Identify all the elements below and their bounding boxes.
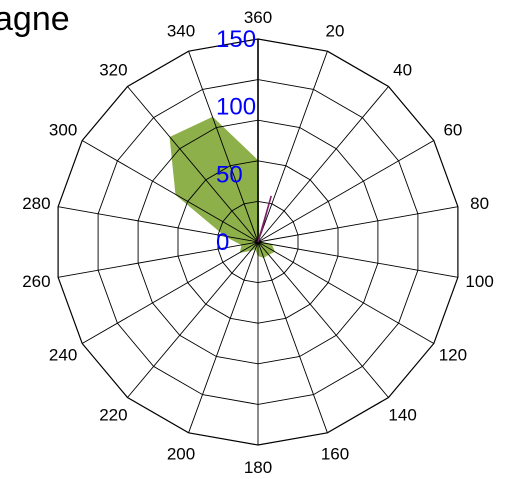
angle-tick-label: 60 — [443, 121, 462, 140]
grid-spoke — [188, 51, 259, 243]
chart-title: agne — [0, 0, 70, 38]
grid-spoke — [257, 241, 435, 344]
angle-tick-label: 300 — [49, 121, 77, 140]
radial-tick-label: 100 — [216, 94, 256, 121]
angle-tick-label: 180 — [244, 458, 272, 477]
angle-tick-label: 340 — [167, 22, 195, 41]
grid-spoke — [257, 51, 328, 243]
grid-spoke — [58, 206, 259, 243]
radial-tick-label: 150 — [216, 26, 256, 53]
angle-tick-label: 240 — [49, 346, 77, 365]
grid-spoke — [127, 241, 259, 398]
polar-grid — [57, 38, 459, 446]
angle-tick-label: 320 — [99, 61, 127, 80]
angle-tick-label: 40 — [393, 61, 412, 80]
grid-spoke — [127, 86, 259, 243]
series-trace — [257, 195, 272, 243]
grid-spoke — [257, 140, 435, 243]
angle-tick-label: 360 — [244, 8, 272, 27]
grid-spoke — [257, 241, 328, 433]
angle-tick-label: 260 — [22, 272, 50, 291]
angle-tick-label: 120 — [439, 346, 467, 365]
grid-spoke — [81, 140, 259, 243]
radial-tick-label: 0 — [216, 229, 229, 256]
angle-tick-label: 220 — [99, 405, 127, 424]
grid-spoke — [257, 241, 458, 278]
angle-tick-label: 80 — [470, 194, 489, 213]
grid-spoke — [188, 241, 259, 433]
angle-tick-label: 160 — [321, 444, 349, 463]
angle-tick-label: 20 — [326, 22, 345, 41]
angle-tick-label: 200 — [167, 444, 195, 463]
grid-spoke — [257, 86, 389, 243]
angle-tick-label: 280 — [22, 194, 50, 213]
grid-spoke — [81, 241, 259, 344]
angle-tick-label: 140 — [388, 405, 416, 424]
radial-tick-label: 50 — [216, 161, 243, 188]
series-trace-line — [260, 195, 272, 233]
radial-tick-labels: 0 50 100 150 — [216, 26, 256, 256]
grid-spoke — [58, 241, 259, 278]
grid-spoke — [257, 241, 389, 398]
angle-tick-labels: 20 40 60 80 100 120 140 160 180 200 220 240 260 280 30… — [22, 8, 494, 477]
grid-spoke — [257, 206, 458, 243]
angle-tick-label: 100 — [465, 272, 493, 291]
